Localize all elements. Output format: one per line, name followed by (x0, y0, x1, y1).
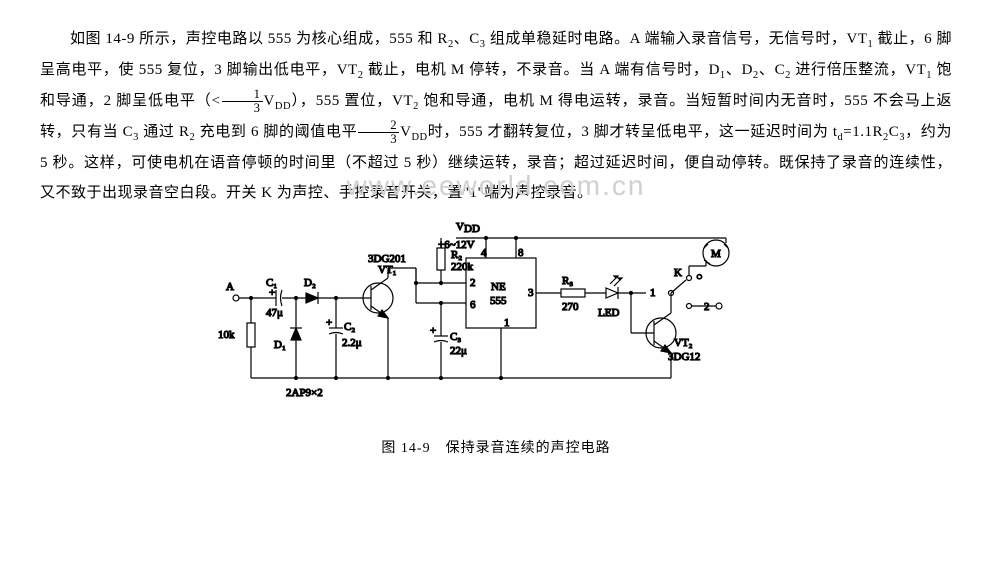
fraction: 13 (222, 88, 263, 115)
svg-text:+: + (430, 325, 436, 337)
text: 、D (726, 62, 753, 78)
main-paragraph: 如图 14-9 所示，声控电路以 555 为核心组成，555 和 R2、C3 组… (40, 24, 952, 208)
svg-text:+: + (326, 317, 332, 329)
text: V (400, 124, 411, 140)
figure: www.eeworld.com.cn V DD +6~12V A 10k C₁ … (40, 218, 952, 463)
text: 通过 R (139, 124, 190, 140)
text: 进行倍压整流，VT (791, 62, 926, 78)
svg-text:2AP9×2: 2AP9×2 (286, 387, 323, 399)
sub: DD (275, 101, 291, 112)
svg-text:1: 1 (650, 287, 656, 299)
circuit-diagram: V DD +6~12V A 10k C₁ 47μ + D₂ D₁ (206, 218, 786, 418)
sub: DD (411, 132, 427, 143)
svg-text:VT₂: VT₂ (674, 337, 693, 349)
svg-text:4: 4 (481, 247, 487, 259)
svg-text:R₂: R₂ (451, 249, 462, 261)
svg-text:M: M (711, 248, 721, 260)
svg-text:○: ○ (696, 271, 703, 283)
svg-text:47μ: 47μ (266, 307, 283, 319)
svg-text:+: + (269, 287, 275, 299)
svg-text:2: 2 (704, 301, 710, 313)
svg-text:C₂: C₂ (344, 321, 355, 333)
svg-text:NE: NE (491, 281, 506, 293)
svg-text:K: K (674, 267, 682, 279)
svg-text:3: 3 (528, 287, 534, 299)
svg-text:3DG201: 3DG201 (368, 253, 406, 265)
svg-text:6: 6 (470, 299, 476, 311)
text: =1.1R (843, 124, 883, 140)
svg-text:2.2μ: 2.2μ (342, 337, 362, 349)
svg-text:LED: LED (598, 307, 619, 319)
svg-text:1: 1 (504, 317, 510, 329)
svg-text:D₁: D₁ (274, 339, 286, 351)
text: 、C (759, 62, 785, 78)
text: V (264, 93, 275, 109)
svg-text:R₃: R₃ (562, 275, 573, 287)
text: 截止，电机 M 停转，不录音。当 A 端有信号时，D (363, 62, 719, 78)
svg-text:V: V (456, 221, 464, 233)
fraction: 23 (358, 119, 399, 146)
svg-text:555: 555 (490, 295, 507, 307)
text: 、C (454, 31, 480, 47)
svg-text:VT₁: VT₁ (378, 264, 397, 276)
svg-text:2: 2 (470, 277, 476, 289)
text: 如图 14-9 所示，声控电路以 555 为核心组成，555 和 R (70, 31, 448, 47)
svg-text:3DG12: 3DG12 (668, 351, 700, 363)
text: 时，555 才翻转复位，3 脚才转呈低电平，这一延迟时间为 t (428, 124, 838, 140)
svg-text:220k: 220k (451, 261, 474, 273)
text: 充电到 6 脚的阈值电平 (195, 124, 357, 140)
svg-text:A: A (226, 281, 234, 293)
svg-text:270: 270 (562, 301, 579, 313)
svg-text:22μ: 22μ (450, 345, 467, 357)
svg-text:8: 8 (518, 247, 524, 259)
text: 组成单稳延时电路。A 端输入录音信号，无信号时，VT (486, 31, 868, 47)
text: C (889, 124, 900, 140)
svg-text:DD: DD (464, 223, 480, 235)
figure-caption: 图 14-9 保持录音连续的声控电路 (40, 435, 952, 463)
svg-text:C₃: C₃ (450, 331, 461, 343)
svg-text:10k: 10k (218, 329, 235, 341)
text: ），555 置位，VT (291, 93, 413, 109)
svg-text:D₂: D₂ (304, 277, 316, 289)
